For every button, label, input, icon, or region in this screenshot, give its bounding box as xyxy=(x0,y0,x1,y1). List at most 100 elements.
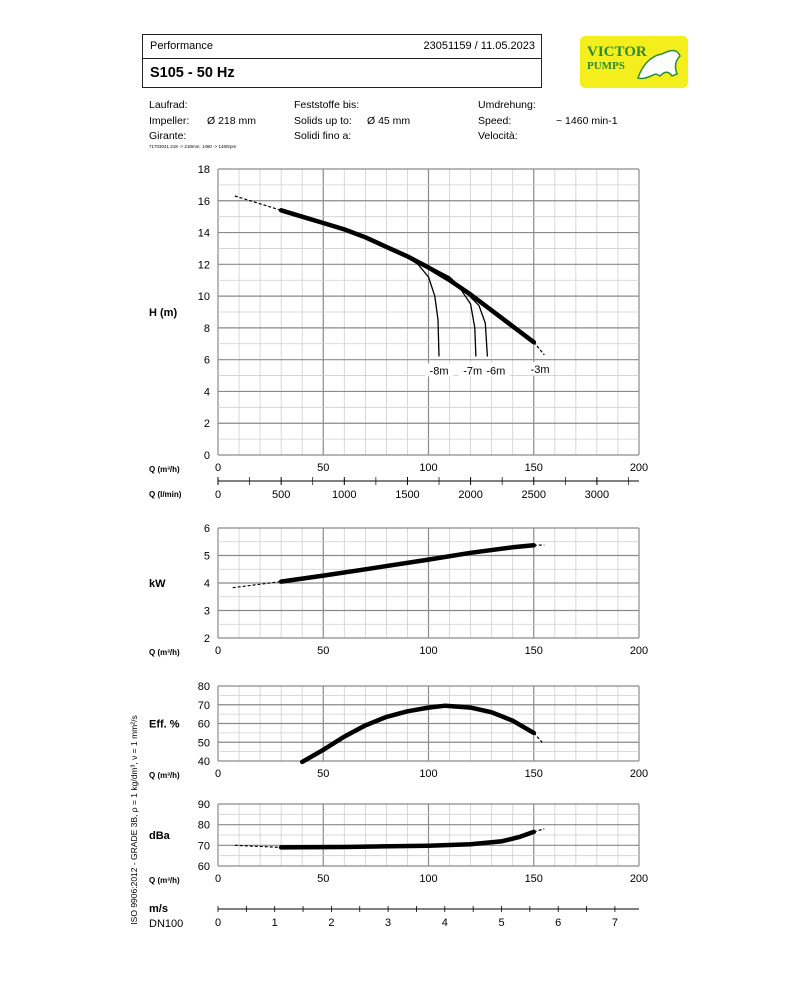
x-tick-label: 0 xyxy=(215,645,221,657)
y-tick-label: 80 xyxy=(198,820,210,832)
x-tick-label: 50 xyxy=(317,645,329,657)
series-line-dashed xyxy=(234,195,282,211)
annotation-bg xyxy=(425,363,454,377)
speed-label-en: Speed: xyxy=(478,115,512,127)
solids-value: Ø 45 mm xyxy=(367,115,411,127)
lmin-tick-label: 2500 xyxy=(522,489,546,501)
y-tick-label: 4 xyxy=(204,578,210,590)
header-row: Performance 23051159 / 11.05.2023 xyxy=(143,35,541,59)
lmin-axis-label: Q (l/min) xyxy=(149,490,182,499)
series-line-thick xyxy=(278,543,537,584)
x-tick-label: 0 xyxy=(215,873,221,885)
y-tick-label: 6 xyxy=(204,355,210,367)
velocity-tick-label: 3 xyxy=(385,917,391,929)
x-tick-label: 150 xyxy=(525,462,543,474)
y-tick-label: 70 xyxy=(198,840,210,852)
velocity-tick-label: 6 xyxy=(555,917,561,929)
velocity-tick-label: 7 xyxy=(612,917,618,929)
x-axis-label: Q (m³/h) xyxy=(149,876,180,885)
lmin-tick-label: 2000 xyxy=(458,489,482,501)
y-tick-label: 12 xyxy=(198,259,210,271)
y-tick-label: 6 xyxy=(204,523,210,535)
lmin-tick-label: 1500 xyxy=(395,489,419,501)
victor-pumps-logo: VICTOR PUMPS xyxy=(580,36,688,88)
series-line-dashed xyxy=(533,732,543,743)
y-tick-label: 3 xyxy=(204,606,210,618)
x-tick-label: 50 xyxy=(317,462,329,474)
curve-annotation: -8m xyxy=(430,365,449,377)
y-axis-label: Eff. % xyxy=(149,719,180,731)
x-tick-label: 100 xyxy=(419,873,437,885)
speed-label-de: Umdrehung: xyxy=(478,99,536,111)
elephant-icon xyxy=(637,49,681,80)
speed-value: ~ 1460 min-1 xyxy=(556,115,618,127)
solids-label-de: Feststoffe bis: xyxy=(294,99,360,111)
header-box: Performance 23051159 / 11.05.2023 S105 -… xyxy=(142,34,542,88)
series-line-dashed xyxy=(232,581,282,589)
lmin-tick-label: 0 xyxy=(215,489,221,501)
curve-annotation: -3m xyxy=(531,364,550,376)
footnote: 71703041 218 -> 218mm; 1460 -> 1460rpm xyxy=(149,144,237,149)
impeller-label-de: Laufrad: xyxy=(149,99,188,111)
x-tick-label: 150 xyxy=(525,768,543,780)
doc-type: Performance xyxy=(150,40,213,52)
x-tick-label: 200 xyxy=(630,768,648,780)
curve-annotation: -7m xyxy=(463,365,482,377)
y-axis-label: dBa xyxy=(149,830,171,842)
series-line-thin xyxy=(411,257,477,357)
series-line-dashed xyxy=(533,341,545,356)
x-tick-label: 0 xyxy=(215,768,221,780)
y-axis-label: kW xyxy=(149,578,166,590)
x-tick-label: 200 xyxy=(630,462,648,474)
solids-label-it: Solidi fino a: xyxy=(294,130,352,142)
velocity-axis-label: m/s xyxy=(149,903,168,915)
impeller-value: Ø 218 mm xyxy=(207,115,257,127)
y-tick-label: 90 xyxy=(198,799,210,811)
velocity-axis-sublabel: DN100 xyxy=(149,918,183,930)
lmin-tick-label: 1000 xyxy=(332,489,356,501)
y-tick-label: 80 xyxy=(198,681,210,693)
solids-label-en: Solids up to: xyxy=(294,115,352,127)
series-line-dashed xyxy=(533,828,545,833)
page-title: S105 - 50 Hz xyxy=(150,65,235,81)
velocity-tick-label: 4 xyxy=(442,917,448,929)
logo-text-2: PUMPS xyxy=(587,60,625,72)
y-tick-label: 14 xyxy=(198,228,210,240)
x-tick-label: 100 xyxy=(419,768,437,780)
x-axis-label: Q (m³/h) xyxy=(149,648,180,657)
logo-text-1: VICTOR xyxy=(587,44,647,60)
x-axis-label: Q (m³/h) xyxy=(149,771,180,780)
curve-annotation: -6m xyxy=(486,365,505,377)
y-tick-label: 60 xyxy=(198,719,210,731)
y-axis-label: H (m) xyxy=(149,307,177,319)
y-tick-label: 4 xyxy=(204,386,210,398)
x-axis-label: Q (m³/h) xyxy=(149,465,180,474)
x-tick-label: 100 xyxy=(419,645,437,657)
y-tick-label: 18 xyxy=(198,164,210,176)
series-line-dashed xyxy=(234,844,282,848)
annotation-bg xyxy=(481,363,510,377)
y-tick-label: 50 xyxy=(198,737,210,749)
series-line-thin xyxy=(402,254,440,357)
impeller-label-it: Girante: xyxy=(149,130,187,142)
x-tick-label: 100 xyxy=(419,462,437,474)
y-tick-label: 16 xyxy=(198,196,210,208)
series-line-thick xyxy=(278,829,537,850)
lmin-tick-label: 500 xyxy=(272,489,290,501)
series-line-thin xyxy=(428,265,489,357)
velocity-tick-label: 0 xyxy=(215,917,221,929)
series-line-thick xyxy=(278,208,537,345)
y-tick-label: 40 xyxy=(198,756,210,768)
y-tick-label: 70 xyxy=(198,700,210,712)
x-tick-label: 150 xyxy=(525,873,543,885)
series-line-thick xyxy=(299,703,537,765)
y-tick-label: 5 xyxy=(204,551,210,563)
impeller-label-en: Impeller: xyxy=(149,115,190,127)
lmin-tick-label: 3000 xyxy=(585,489,609,501)
annotation-bg xyxy=(526,361,555,375)
x-tick-label: 0 xyxy=(215,462,221,474)
velocity-tick-label: 1 xyxy=(272,917,278,929)
speed-label-it: Velocità: xyxy=(478,130,518,142)
logo-graphic: VICTOR PUMPS xyxy=(587,44,681,80)
